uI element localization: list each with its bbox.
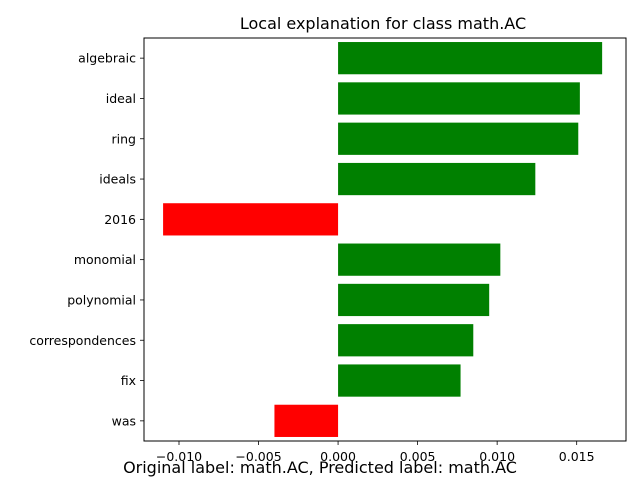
bar-was (274, 404, 339, 437)
bars-layer (163, 42, 603, 437)
y-tick-label: correspondences (29, 333, 136, 348)
bar-monomial (338, 243, 501, 276)
x-tick-label: 0.015 (559, 449, 595, 464)
axes-layer (143, 37, 627, 442)
chart-caption: Original label: math.AC, Predicted label… (123, 458, 517, 477)
bar-ideals (338, 162, 536, 196)
y-tick-label: was (112, 413, 136, 428)
bar-ideal (338, 82, 580, 115)
bar-correspondences (338, 324, 474, 357)
x-tick-label: 0.000 (320, 449, 356, 464)
x-tick-label: −0.005 (235, 449, 281, 464)
bar-polynomial (338, 283, 490, 317)
axes-frame (143, 37, 627, 442)
bar-fix (338, 364, 461, 397)
bar-algebraic (338, 42, 603, 75)
chart-title: Local explanation for class math.AC (240, 14, 526, 33)
y-tick-label: monomial (74, 252, 136, 267)
ticks-layer: algebraic ideal ring ideals 2016 monomial poly… (29, 51, 594, 464)
bar-2016 (163, 203, 339, 236)
x-tick-label: 0.005 (400, 449, 436, 464)
y-tick-label: fix (121, 373, 136, 388)
y-tick-label: polynomial (67, 292, 136, 307)
y-tick-label: algebraic (78, 51, 136, 66)
y-tick-label: 2016 (104, 212, 136, 227)
x-tick-label: 0.010 (479, 449, 515, 464)
x-tick-label: −0.010 (156, 449, 202, 464)
bar-ring (338, 122, 579, 155)
y-tick-label: ideals (99, 172, 136, 187)
y-tick-label: ring (112, 131, 136, 146)
y-tick-label: ideal (106, 91, 136, 106)
